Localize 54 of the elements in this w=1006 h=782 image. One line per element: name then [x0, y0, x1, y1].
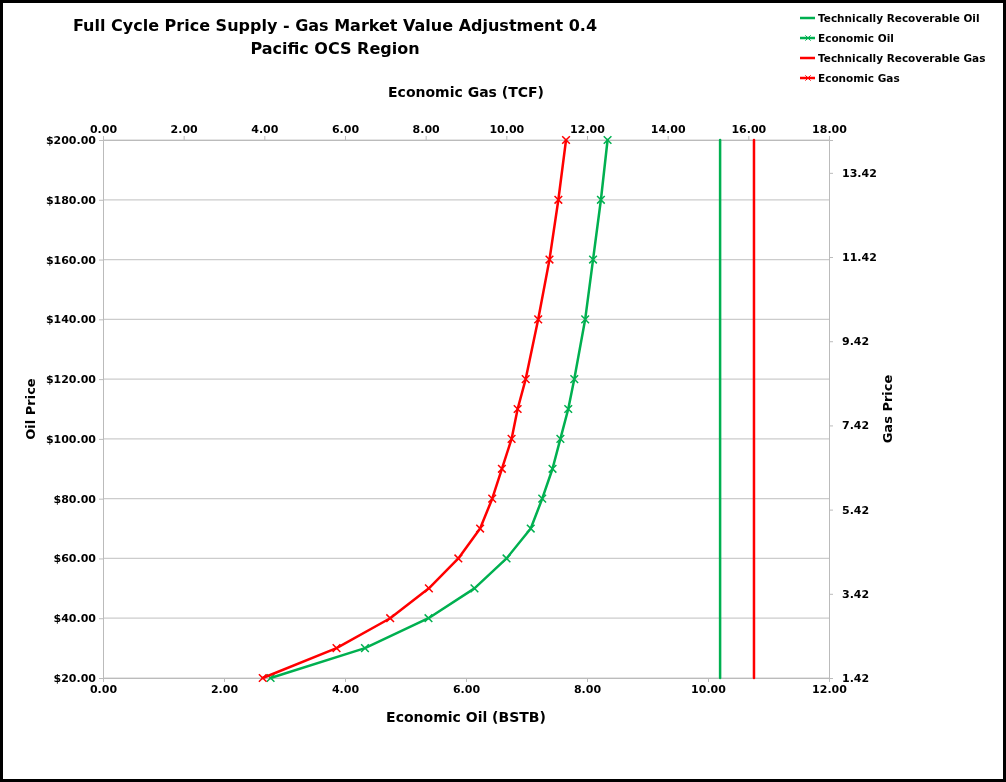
legend-label: Economic Oil — [818, 32, 894, 44]
point — [569, 374, 579, 384]
point — [526, 523, 536, 534]
y-tick-label: $140.00 — [45, 313, 97, 327]
y-tick-label: $60.00 — [53, 552, 97, 566]
point — [423, 613, 434, 623]
x2-tick-label: 6.00 — [331, 123, 360, 136]
y-tick-label: $200.00 — [45, 134, 97, 148]
x2-tick-label: 18.00 — [812, 123, 848, 136]
legend-label: Technically Recoverable Gas — [818, 52, 986, 64]
x-tick-label: 6.00 — [452, 682, 481, 696]
y-tick-label: $80.00 — [53, 492, 97, 506]
x2-tick-label: 4.00 — [251, 123, 279, 136]
y-tick-label: $120.00 — [45, 373, 97, 387]
x-tick-label: 4.00 — [331, 682, 360, 696]
point — [596, 195, 606, 205]
y-tick-label: $40.00 — [53, 612, 97, 626]
point — [555, 434, 565, 444]
x2-tick-label: 0.00 — [89, 123, 118, 136]
y2-tick-label: 11.42 — [842, 251, 877, 265]
chart-subtitle: Pacific OCS Region — [250, 39, 420, 58]
x-axis-title: Economic Oil (BSTB) — [386, 709, 546, 725]
point — [469, 583, 480, 593]
x2-tick-label: 2.00 — [170, 123, 199, 136]
point — [602, 135, 613, 145]
x-tick-label: 10.00 — [691, 682, 727, 696]
point — [360, 643, 370, 653]
legend-label: Economic Gas — [818, 72, 900, 84]
x-tick-label: 8.00 — [573, 682, 602, 696]
y-tick-label: $180.00 — [45, 193, 97, 207]
point — [266, 673, 276, 683]
legend-label: Technically Recoverable Oil — [818, 12, 980, 24]
point — [580, 314, 590, 324]
x2-tick-label: 10.00 — [489, 123, 525, 136]
y2-tick-label: 3.42 — [842, 587, 870, 601]
point — [588, 254, 598, 265]
y-tick-label: $160.00 — [45, 253, 97, 267]
x2-axis-title: Economic Gas (TCF) — [388, 84, 544, 100]
x2-tick-label: 14.00 — [650, 123, 686, 136]
x2-tick-label: 16.00 — [731, 123, 767, 136]
y2-tick-label: 5.42 — [842, 503, 870, 517]
y-tick-label: $100.00 — [45, 432, 97, 446]
chart-title: Full Cycle Price Supply - Gas Market Value Adjustment 0.4 — [72, 16, 598, 35]
point — [563, 404, 573, 414]
point — [537, 494, 547, 504]
y-axis-title: Oil Price — [23, 378, 38, 440]
y2-axis-title: Gas Price — [880, 374, 895, 444]
y2-tick-label: 13.42 — [842, 166, 877, 180]
x-tick-label: 2.00 — [210, 682, 239, 696]
x2-tick-label: 8.00 — [412, 123, 441, 136]
x2-tick-label: 12.00 — [570, 123, 606, 136]
point — [547, 464, 558, 474]
y2-tick-label: 9.42 — [842, 335, 870, 349]
y2-tick-label: 7.42 — [842, 419, 870, 433]
